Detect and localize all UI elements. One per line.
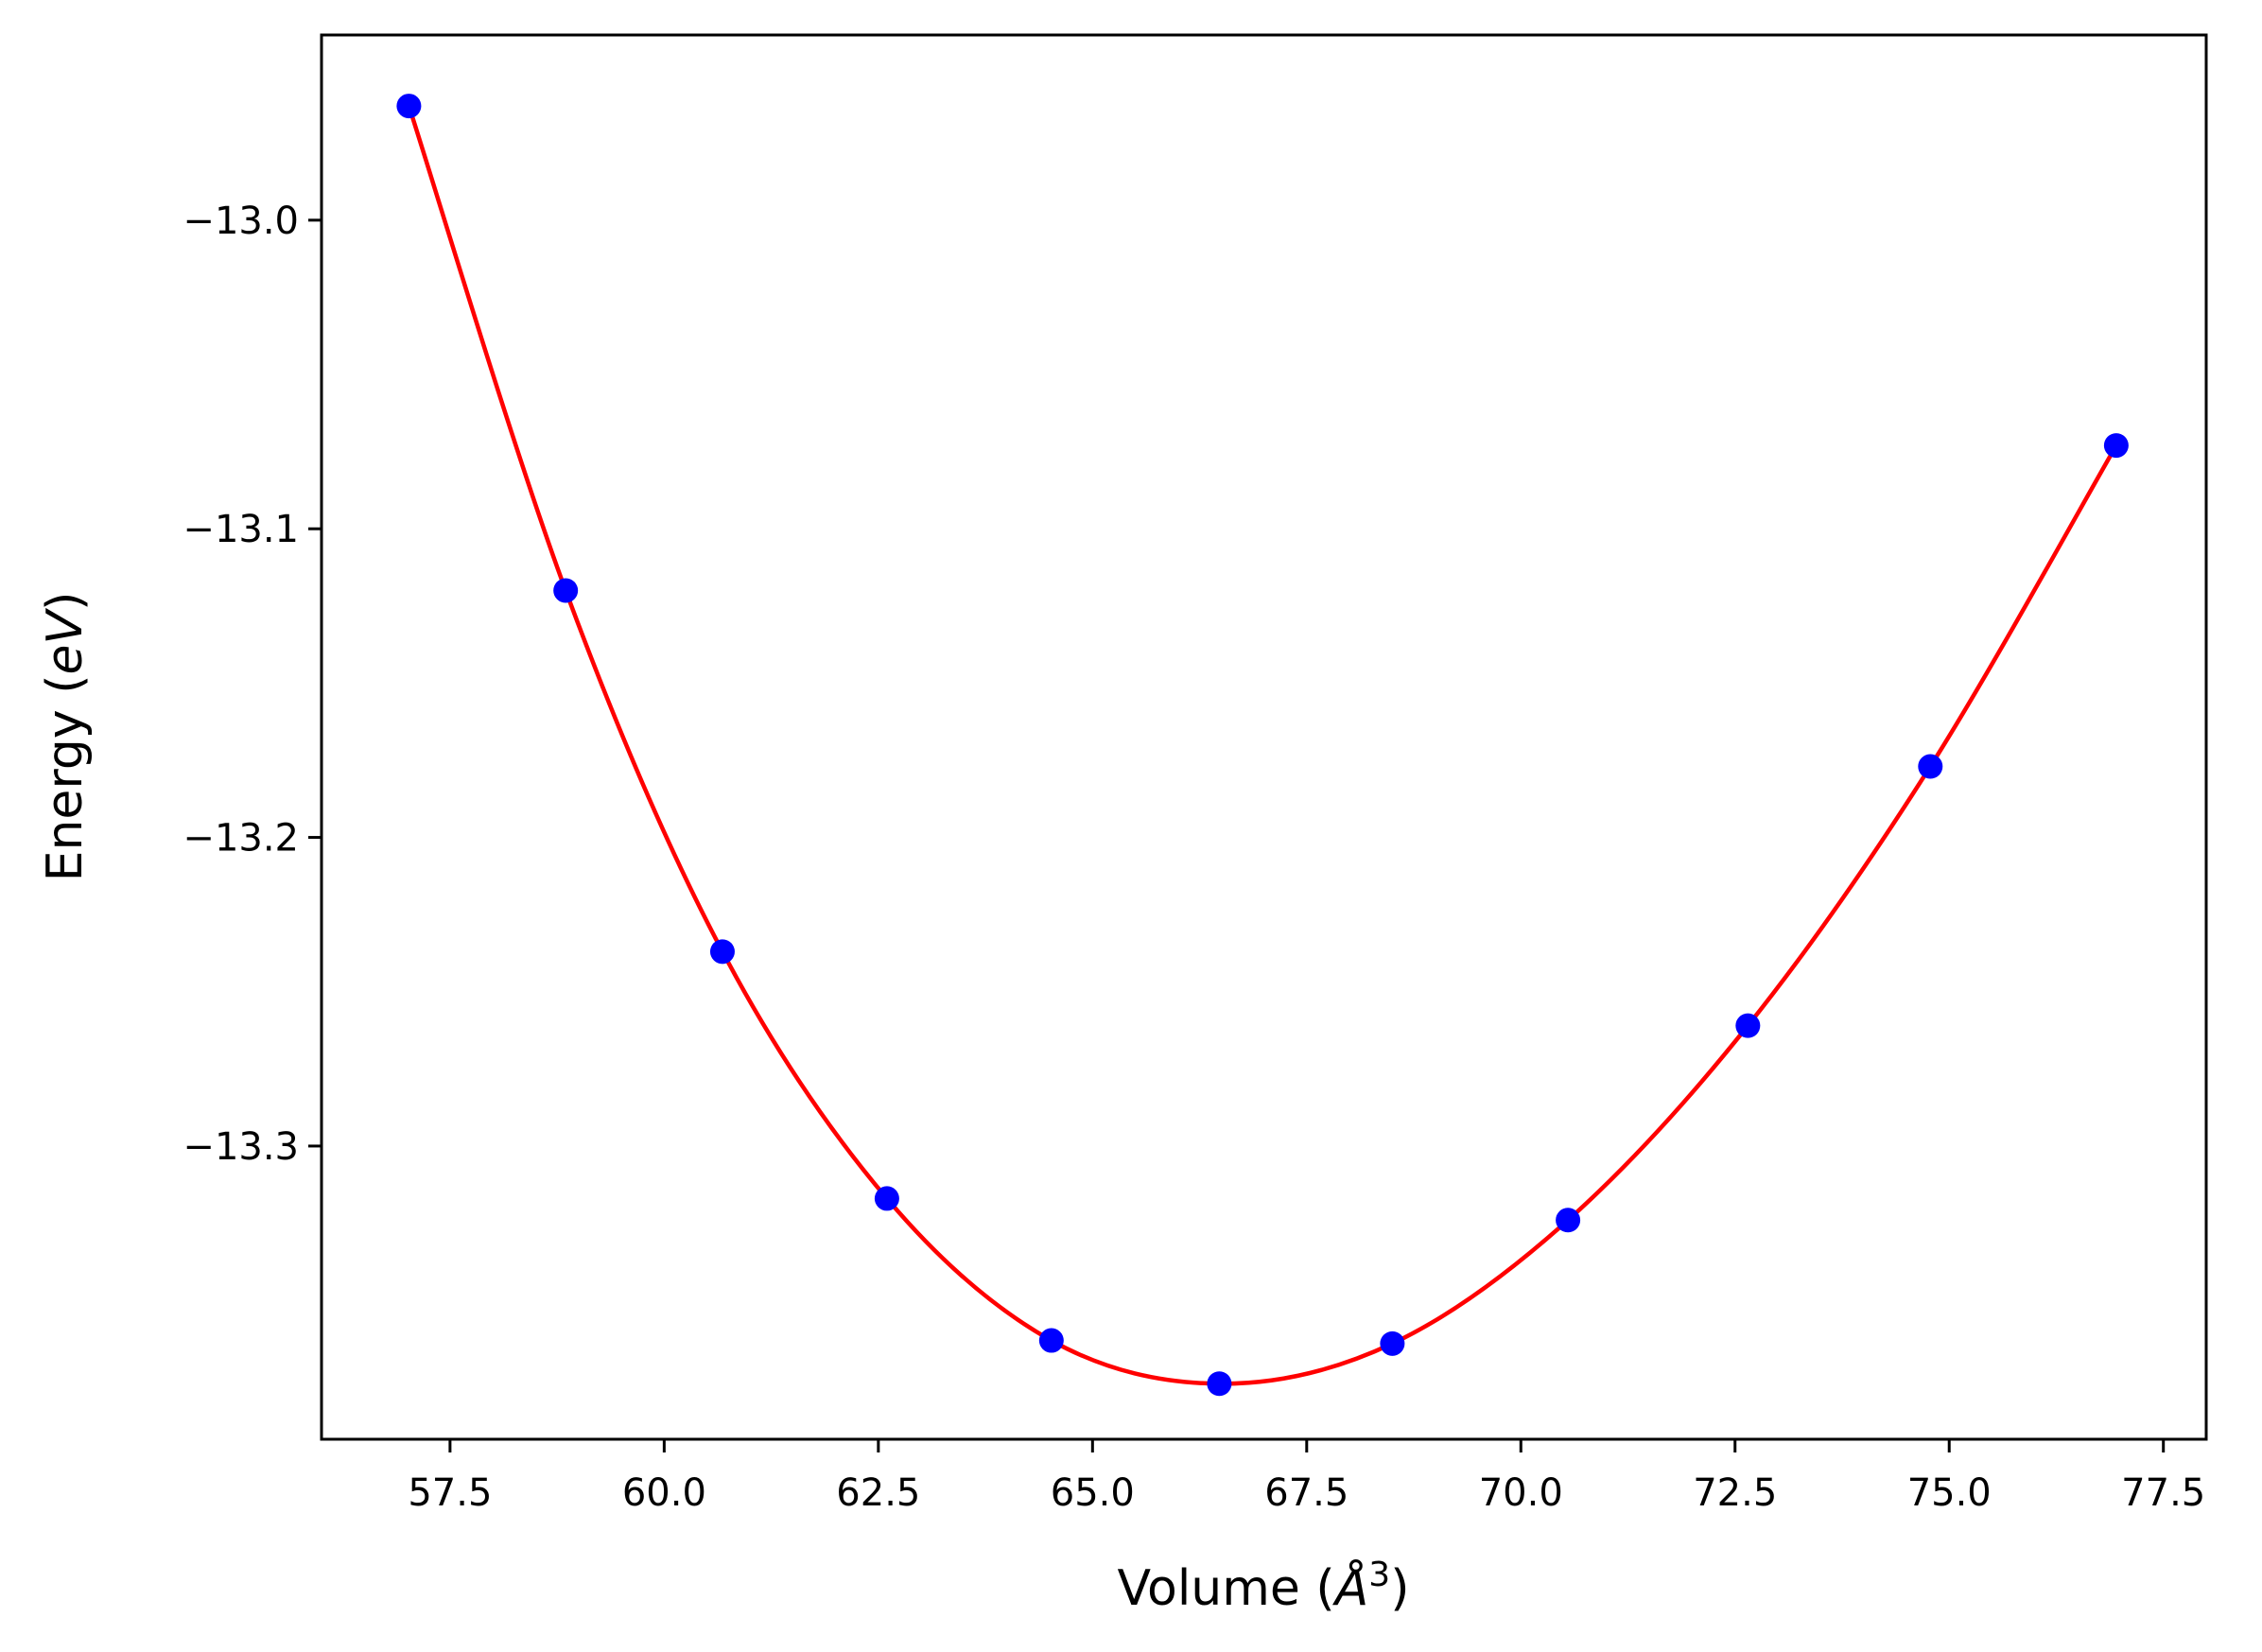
- data-point: [1207, 1371, 1232, 1397]
- plot-frame: [320, 33, 2208, 1441]
- x-axis-label-close: ): [1390, 1560, 1409, 1617]
- data-point: [1556, 1208, 1581, 1233]
- x-tick-label: 72.5: [1693, 1471, 1777, 1515]
- x-axis-ticks: 57.5 60.0 62.5 65.0 67.5 70.0 72.5 75.0 77.5: [408, 1439, 2205, 1515]
- data-point: [874, 1186, 899, 1211]
- data-point: [709, 939, 735, 965]
- x-tick-label: 75.0: [1907, 1471, 1992, 1515]
- y-axis-label-close: ): [37, 592, 94, 611]
- y-tick-label: −13.0: [183, 200, 299, 243]
- y-axis-ticks: −13.0 −13.1 −13.2 −13.3: [183, 200, 322, 1169]
- x-tick-label: 57.5: [408, 1471, 492, 1515]
- data-point: [553, 578, 579, 603]
- fit-curve-layer: [407, 105, 2118, 1386]
- x-tick-label: 60.0: [622, 1471, 706, 1515]
- x-axis-label-exponent: 3: [1368, 1556, 1390, 1594]
- x-tick-label: 65.0: [1051, 1471, 1135, 1515]
- y-tick-label: −13.2: [183, 817, 299, 861]
- x-tick-label: 70.0: [1479, 1471, 1563, 1515]
- x-axis-label-main: Volume (: [1118, 1560, 1335, 1617]
- y-tick-label: −13.1: [183, 508, 299, 551]
- data-point: [1380, 1330, 1405, 1356]
- fit-curve-line: [407, 105, 2118, 1386]
- x-axis-label: Volume (Å3): [1118, 1556, 1410, 1617]
- y-axis-label-unit: eV: [37, 608, 94, 675]
- y-tick-label: −13.3: [183, 1125, 299, 1169]
- data-point: [1735, 1013, 1761, 1038]
- data-point: [2103, 433, 2129, 459]
- data-point: [1038, 1328, 1064, 1353]
- x-tick-label: 77.5: [2121, 1471, 2205, 1515]
- data-point: [396, 94, 422, 119]
- data-point: [1918, 754, 1943, 779]
- y-axis-label-main: Energy (: [37, 675, 94, 882]
- x-tick-label: 67.5: [1264, 1471, 1348, 1515]
- x-tick-label: 62.5: [836, 1471, 920, 1515]
- x-axis-label-unit: Å: [1332, 1558, 1369, 1617]
- data-points-layer: [396, 94, 2129, 1397]
- y-axis-label: Energy (eV): [37, 592, 94, 882]
